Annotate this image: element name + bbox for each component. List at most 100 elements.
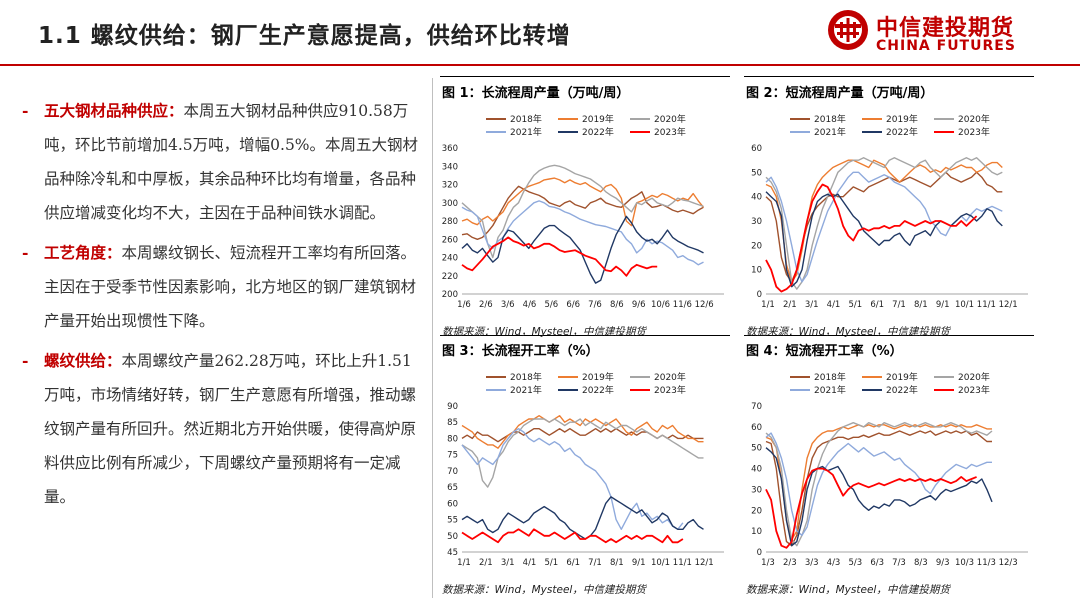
x-tick-label: 9/1 — [632, 558, 646, 568]
bullet-lead: 五大钢材品种供应： — [44, 101, 184, 120]
y-tick-label: 60 — [751, 144, 762, 154]
y-tick-label: 80 — [447, 434, 458, 444]
y-tick-label: 50 — [447, 532, 458, 542]
chart-rule — [440, 76, 730, 77]
chart-source: 数据来源：Wind，Mysteel，中信建投期货 — [442, 326, 646, 338]
header-divider — [0, 64, 1080, 66]
y-tick-label: 30 — [751, 217, 762, 227]
y-tick-label: 70 — [447, 467, 458, 477]
legend-label: 2023年 — [958, 384, 990, 396]
x-tick-label: 7/3 — [892, 558, 906, 568]
series-line — [461, 164, 704, 259]
x-tick-label: 5/1 — [848, 300, 862, 310]
x-tick-label: 3/1 — [501, 558, 515, 568]
series-line — [461, 528, 684, 544]
x-tick-label: 11/1 — [977, 300, 996, 310]
legend-label: 2023年 — [654, 126, 686, 138]
x-tick-label: 2/1 — [479, 558, 493, 568]
series-line — [461, 415, 704, 449]
chart-rule — [744, 335, 1034, 336]
series-line — [765, 183, 978, 293]
x-tick-label: 8/1 — [610, 558, 624, 568]
series-line — [765, 430, 992, 547]
series-line — [461, 418, 704, 488]
company-logo: 中信建投期货 CHINA FUTURES — [826, 8, 1076, 58]
y-tick-label: 60 — [447, 499, 458, 509]
legend-label: 2020年 — [958, 371, 990, 383]
legend-label: 2021年 — [510, 126, 542, 138]
series-line — [765, 424, 992, 541]
x-tick-label: 10/6 — [651, 300, 670, 310]
x-tick-label: 1/3 — [761, 558, 775, 568]
legend-label: 2021年 — [814, 384, 846, 396]
series-line — [461, 215, 704, 284]
y-tick-label: 300 — [442, 199, 458, 209]
y-tick-label: 200 — [442, 290, 458, 300]
series-line — [461, 236, 658, 277]
legend-label: 2020年 — [654, 371, 686, 383]
logo-en: CHINA FUTURES — [876, 38, 1016, 54]
y-tick-label: 280 — [442, 217, 458, 227]
chart-source: 数据来源：Wind，Mysteel，中信建投期货 — [442, 584, 646, 596]
column-divider — [432, 78, 433, 598]
y-tick-label: 220 — [442, 272, 458, 282]
chart-title: 图 4：短流程开工率（%） — [746, 344, 903, 359]
series-line — [765, 157, 1003, 290]
legend-label: 2020年 — [654, 113, 686, 125]
x-tick-label: 2/3 — [783, 558, 797, 568]
legend-label: 2021年 — [814, 126, 846, 138]
bullet-text: 本周螺纹产量262.28万吨，环比上升1.51万吨，市场情绪好转，钢厂生产意愿有… — [44, 352, 417, 506]
x-tick-label: 6/1 — [870, 300, 884, 310]
y-tick-label: 65 — [447, 483, 458, 493]
logo-cn: 中信建投期货 — [876, 16, 1015, 41]
x-tick-label: 11/1 — [673, 558, 692, 568]
x-tick-label: 12/6 — [695, 300, 714, 310]
legend-label: 2019年 — [582, 371, 614, 383]
x-tick-label: 10/1 — [955, 300, 974, 310]
chart-long-process-rate: 图 3：长流程开工率（%） 2018年 2019年 2020年 2021年 2022年 2… — [434, 340, 734, 596]
x-tick-label: 7/1 — [588, 558, 602, 568]
x-tick-label: 12/3 — [999, 558, 1018, 568]
y-tick-label: 60 — [751, 423, 762, 433]
x-tick-label: 6/6 — [566, 300, 580, 310]
x-tick-label: 2/1 — [783, 300, 797, 310]
y-tick-label: 85 — [447, 418, 458, 428]
bullet-rebar: - 螺纹供给：本周螺纹产量262.28万吨，环比上升1.51万吨，市场情绪好转，钢… — [22, 344, 422, 514]
x-tick-label: 7/6 — [588, 300, 602, 310]
legend-label: 2021年 — [510, 384, 542, 396]
x-tick-label: 1/1 — [761, 300, 775, 310]
y-tick-label: 50 — [751, 444, 762, 454]
x-tick-label: 8/6 — [610, 300, 624, 310]
bullet-lead: 工艺角度： — [44, 243, 122, 262]
legend-label: 2022年 — [886, 384, 918, 396]
legend-label: 2023年 — [958, 126, 990, 138]
x-tick-label: 6/3 — [870, 558, 884, 568]
chart-source: 数据来源：Wind，Mysteel，中信建投期货 — [746, 584, 950, 596]
y-tick-label: 0 — [757, 290, 762, 300]
legend-label: 2018年 — [814, 371, 846, 383]
chart-plot: 2018年 2019年 2020年 2021年 2022年 2023年 45 50 55 60 65… — [447, 371, 724, 568]
x-tick-label: 9/3 — [936, 558, 950, 568]
y-tick-label: 30 — [751, 485, 762, 495]
chart-title: 图 3：长流程开工率（%） — [442, 344, 599, 359]
x-tick-label: 2/6 — [479, 300, 493, 310]
x-tick-label: 10/1 — [651, 558, 670, 568]
series-line — [765, 422, 993, 547]
legend-label: 2019年 — [582, 113, 614, 125]
legend-label: 2022年 — [886, 126, 918, 138]
bullet-text: 本周五大钢材品种供应910.58万吨，环比节前增加4.5万吨，增幅0.5%。本周… — [44, 102, 419, 222]
x-tick-label: 9/1 — [936, 300, 950, 310]
x-tick-label: 1/1 — [457, 558, 471, 568]
x-tick-label: 4/1 — [827, 300, 841, 310]
y-tick-label: 45 — [447, 548, 458, 558]
y-tick-label: 320 — [442, 181, 458, 191]
y-tick-label: 10 — [751, 266, 762, 276]
chart-plot: 2018年 2019年 2020年 2021年 2022年 2023年 0 10 20 30 40 5… — [751, 113, 1028, 310]
series-line — [765, 171, 1003, 283]
x-tick-label: 4/1 — [523, 558, 537, 568]
series-line — [765, 447, 993, 547]
bullet-lead: 螺纹供给： — [44, 351, 122, 370]
series-line — [461, 427, 704, 443]
y-tick-label: 40 — [751, 193, 762, 203]
x-tick-label: 3/1 — [805, 300, 819, 310]
